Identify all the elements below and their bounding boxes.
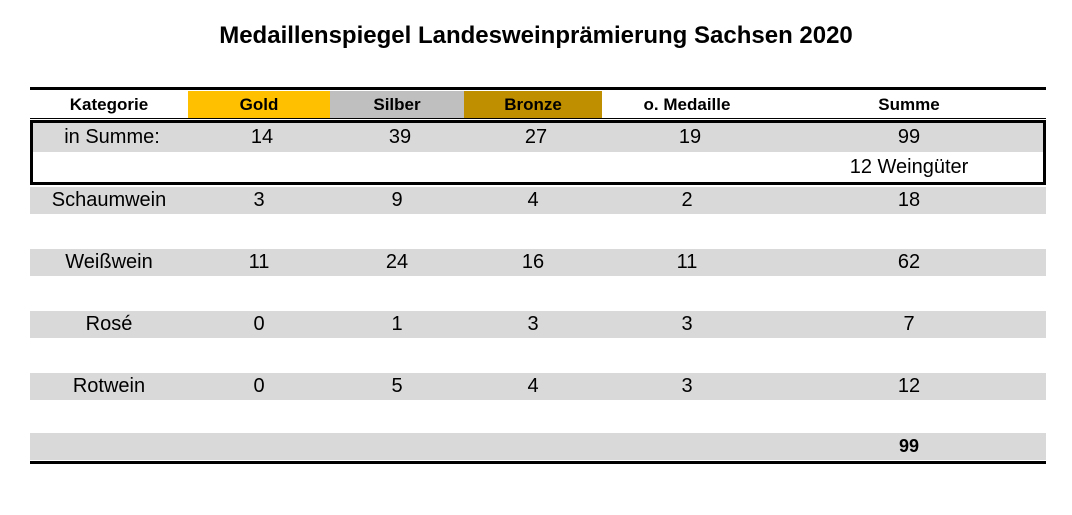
row-label: Rotwein (72, 375, 146, 397)
header-bronze: Bronze (464, 91, 602, 118)
total-row: 99 (30, 433, 1046, 460)
row-ohne: 2 (681, 189, 693, 211)
top-rule (30, 87, 1046, 90)
row-bronze: 4 (527, 375, 539, 397)
row-summe: 18 (897, 189, 921, 211)
summary-box: in Summe: 14 39 27 19 99 12 Weingüter (30, 120, 1046, 185)
table-row: Schaumwein 3 9 4 2 18 (30, 187, 1046, 214)
summary-weingueter: 12 Weingüter (849, 156, 969, 178)
summary-silber: 39 (388, 126, 412, 148)
bottom-rule (30, 461, 1046, 464)
summary-summe: 99 (897, 126, 921, 148)
row-bronze: 16 (521, 251, 545, 273)
total-summe: 99 (898, 436, 920, 456)
row-silber: 5 (391, 375, 403, 397)
row-ohne: 11 (676, 251, 698, 273)
header-summe: Summe (878, 94, 940, 114)
row-silber: 24 (385, 251, 409, 273)
row-silber: 9 (391, 189, 403, 211)
row-gold: 11 (248, 251, 270, 273)
header-silber: Silber (330, 91, 464, 118)
header-gold: Gold (188, 91, 330, 118)
row-silber: 1 (391, 313, 403, 335)
table-row: Rosé 0 1 3 3 7 (30, 311, 1046, 338)
summary-gold: 14 (250, 126, 274, 148)
row-summe: 7 (903, 313, 915, 335)
row-label: Schaumwein (51, 189, 167, 211)
row-gold: 0 (253, 375, 265, 397)
row-bronze: 4 (527, 189, 539, 211)
table-row: Rotwein 0 5 4 3 12 (30, 373, 1046, 400)
row-gold: 3 (253, 189, 265, 211)
row-label: Rosé (85, 313, 133, 335)
header-rule (30, 118, 1046, 119)
summary-label: in Summe: (64, 126, 160, 148)
summary-weingueter-row: 12 Weingüter (33, 153, 1043, 182)
row-ohne: 3 (681, 313, 693, 335)
header-ohne-medaille: o. Medaille (643, 94, 731, 114)
row-gold: 0 (253, 313, 265, 335)
row-spacer (30, 216, 1046, 217)
summary-ohne: 19 (678, 126, 702, 148)
summary-row: in Summe: 14 39 27 19 99 (33, 123, 1043, 152)
summary-bronze: 27 (524, 126, 548, 148)
row-ohne: 3 (681, 375, 693, 397)
page-title: Medaillenspiegel Landesweinprämierung Sa… (219, 22, 853, 49)
row-label: Weißwein (65, 251, 153, 273)
header-kategorie: Kategorie (69, 94, 149, 114)
row-summe: 62 (897, 251, 921, 273)
table-row: Weißwein 11 24 16 11 62 (30, 249, 1046, 276)
row-summe: 12 (897, 375, 921, 397)
table-header: Kategorie Gold Silber Bronze o. Medaille… (30, 91, 1046, 118)
row-bronze: 3 (527, 313, 539, 335)
